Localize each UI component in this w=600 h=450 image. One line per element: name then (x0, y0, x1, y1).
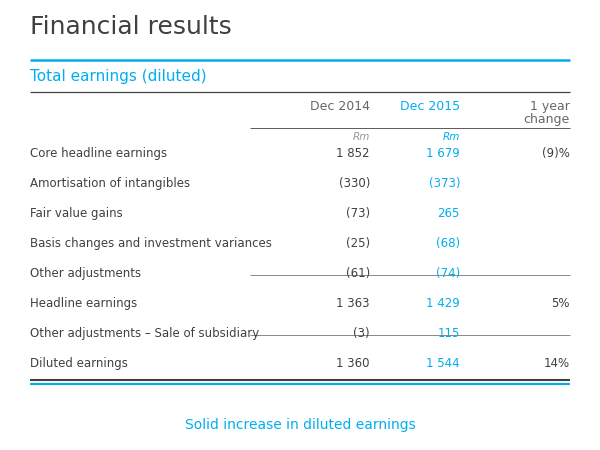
Text: (74): (74) (436, 267, 460, 280)
Text: Basis changes and investment variances: Basis changes and investment variances (30, 237, 272, 250)
Text: (73): (73) (346, 207, 370, 220)
Text: (61): (61) (346, 267, 370, 280)
Text: 1 429: 1 429 (426, 297, 460, 310)
Text: (373): (373) (428, 177, 460, 190)
Text: (25): (25) (346, 237, 370, 250)
Text: 1 360: 1 360 (337, 357, 370, 370)
Text: Headline earnings: Headline earnings (30, 297, 137, 310)
Text: Rm: Rm (353, 132, 370, 142)
Text: 265: 265 (437, 207, 460, 220)
Text: (330): (330) (338, 177, 370, 190)
Text: Diluted earnings: Diluted earnings (30, 357, 128, 370)
Text: Dec 2014: Dec 2014 (310, 100, 370, 113)
Text: Total earnings (diluted): Total earnings (diluted) (30, 69, 206, 84)
Text: 1 363: 1 363 (337, 297, 370, 310)
Text: 1 679: 1 679 (426, 147, 460, 160)
Text: change: change (524, 113, 570, 126)
Text: Solid increase in diluted earnings: Solid increase in diluted earnings (185, 418, 415, 432)
Text: 14%: 14% (544, 357, 570, 370)
Text: (9)%: (9)% (542, 147, 570, 160)
Text: 1 852: 1 852 (337, 147, 370, 160)
Text: 5%: 5% (551, 297, 570, 310)
Text: 1 year: 1 year (530, 100, 570, 113)
Text: Financial results: Financial results (30, 15, 232, 39)
Text: (3): (3) (353, 327, 370, 340)
Text: Dec 2015: Dec 2015 (400, 100, 460, 113)
Text: Rm: Rm (443, 132, 460, 142)
Text: 1 544: 1 544 (427, 357, 460, 370)
Text: (68): (68) (436, 237, 460, 250)
Text: Core headline earnings: Core headline earnings (30, 147, 167, 160)
Text: Other adjustments: Other adjustments (30, 267, 141, 280)
Text: Amortisation of intangibles: Amortisation of intangibles (30, 177, 190, 190)
Text: Fair value gains: Fair value gains (30, 207, 123, 220)
Text: 115: 115 (437, 327, 460, 340)
Text: Other adjustments – Sale of subsidiary: Other adjustments – Sale of subsidiary (30, 327, 259, 340)
